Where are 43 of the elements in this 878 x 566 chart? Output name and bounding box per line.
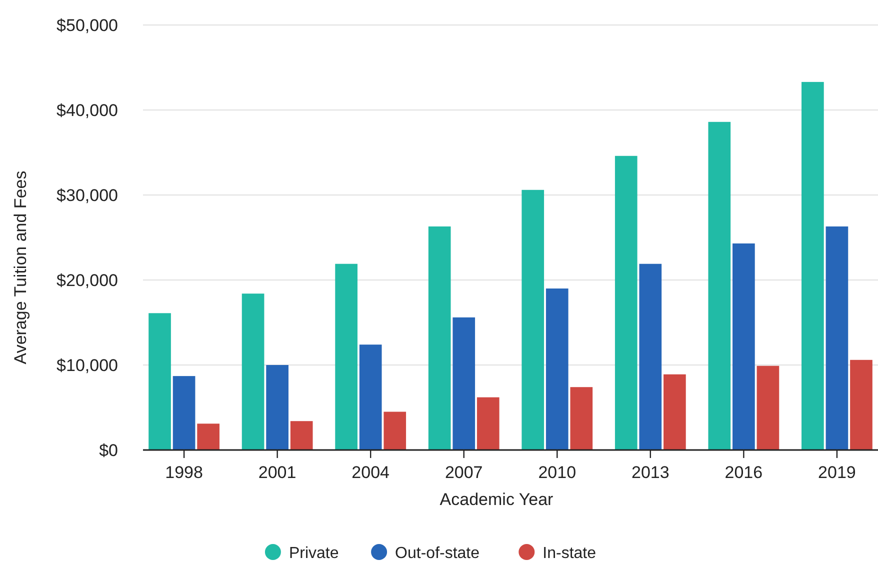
bar: [664, 374, 686, 450]
bar: [802, 82, 824, 450]
y-tick-label: $20,000: [56, 271, 118, 290]
bar: [546, 288, 568, 450]
bar: [428, 226, 451, 450]
y-tick-label: $40,000: [56, 101, 118, 120]
x-tick-label: 2019: [818, 463, 856, 482]
bar: [732, 243, 755, 450]
bar: [452, 317, 476, 450]
y-tick-label: $10,000: [56, 356, 118, 375]
bar: [639, 264, 662, 450]
bar: [826, 226, 848, 450]
bar: [850, 360, 872, 450]
x-tick-label: 2004: [352, 463, 390, 482]
bar: [570, 387, 593, 450]
bar: [242, 294, 264, 450]
bar: [756, 366, 780, 450]
x-tick-label: 1998: [165, 463, 203, 482]
legend-label: Private: [288, 545, 339, 562]
x-tick-label: 2013: [631, 463, 670, 482]
x-axis-title: Academic Year: [440, 490, 554, 509]
bar: [708, 122, 731, 450]
bar: [359, 344, 382, 450]
x-tick-label: 2010: [538, 463, 576, 482]
bar: [614, 156, 638, 450]
legend-label: Out-of-state: [395, 545, 480, 562]
bar: [476, 397, 500, 450]
y-axis-title: Average Tuition and Fees: [11, 170, 30, 364]
legend-label: In-state: [542, 545, 596, 562]
bar: [335, 264, 358, 450]
bar: [266, 365, 288, 450]
y-tick-label: $30,000: [56, 186, 118, 205]
y-tick-label: $0: [99, 441, 118, 460]
bar: [148, 313, 171, 450]
x-tick-label: 2001: [258, 463, 296, 482]
y-tick-label: $50,000: [56, 16, 118, 35]
bar: [384, 412, 406, 450]
bar: [197, 424, 220, 450]
x-tick-label: 2007: [444, 463, 483, 482]
bar: [522, 190, 544, 450]
x-tick-label: 2016: [724, 463, 763, 482]
bar: [290, 421, 313, 450]
bar: [172, 376, 196, 450]
